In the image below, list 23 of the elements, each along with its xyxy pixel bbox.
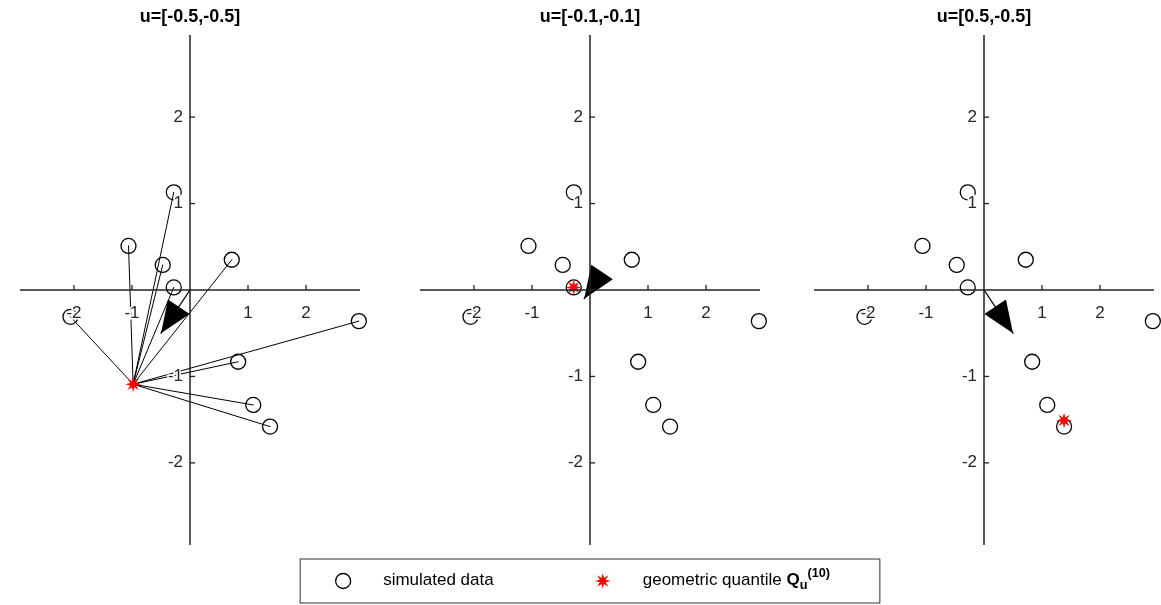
- x-tick-label: 2: [1095, 303, 1105, 322]
- chart-title: u=[0.5,-0.5]: [936, 6, 1032, 26]
- x-tick-label: 1: [1037, 303, 1047, 322]
- y-tick-label: -2: [167, 452, 183, 472]
- y-tick-label: 2: [173, 106, 183, 126]
- y-tick-label: -2: [961, 452, 977, 472]
- x-tick-label: 1: [243, 303, 253, 322]
- x-tick-label: -1: [524, 303, 540, 322]
- y-tick-label: -2: [567, 452, 583, 472]
- legend-label: simulated data: [383, 570, 495, 590]
- y-tick-label: 2: [967, 106, 977, 126]
- y-tick-label: -1: [961, 365, 977, 385]
- chart-title: u=[-0.5,-0.5]: [139, 6, 241, 26]
- x-tick-label: -1: [918, 303, 934, 322]
- y-tick-label: -1: [567, 365, 583, 385]
- x-tick-label: 2: [701, 303, 711, 322]
- y-tick-label: 1: [967, 193, 977, 213]
- chart-title: u=[-0.1,-0.1]: [539, 6, 641, 26]
- x-tick-label: 1: [643, 303, 653, 322]
- y-tick-label: 2: [573, 106, 583, 126]
- y-tick-label: 1: [173, 193, 183, 213]
- x-tick-label: 2: [301, 303, 311, 322]
- y-tick-label: 1: [573, 193, 583, 213]
